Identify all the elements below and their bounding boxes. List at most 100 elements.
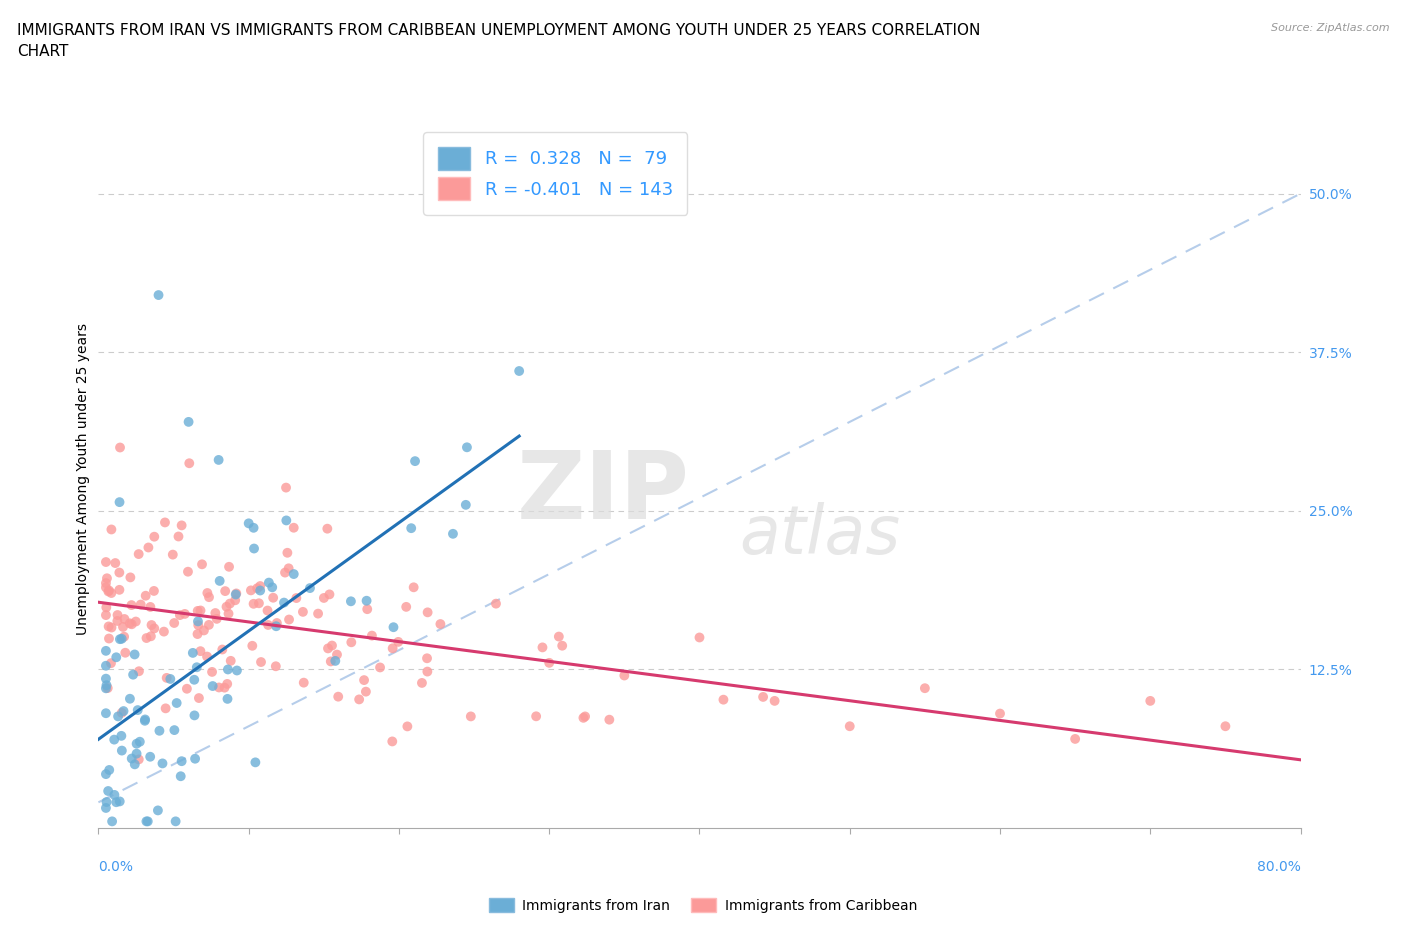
Point [988, 706, 1011, 721]
Point [246, 581, 269, 596]
Point [170, 769, 193, 784]
Point [242, 596, 264, 611]
Point [356, 593, 378, 608]
Point [139, 600, 162, 615]
Point [127, 703, 149, 718]
Point [94, 658, 117, 673]
Point [184, 751, 207, 766]
Point [713, 692, 735, 707]
Point [340, 635, 363, 650]
Point [208, 453, 231, 468]
Point [276, 513, 298, 528]
Point [170, 753, 193, 768]
Point [186, 627, 208, 642]
Point [143, 529, 166, 544]
Point [183, 672, 205, 687]
Point [94, 766, 117, 781]
Point [124, 757, 146, 772]
Point [283, 520, 305, 535]
Point [250, 655, 273, 670]
Point [142, 583, 165, 598]
Point [193, 623, 215, 638]
Point [262, 580, 284, 595]
Point [181, 645, 204, 660]
Point [226, 663, 249, 678]
Point [179, 456, 201, 471]
Point [195, 649, 218, 664]
Point [128, 752, 150, 767]
Point [98, 763, 121, 777]
Point [105, 614, 128, 629]
Legend: Immigrants from Iran, Immigrants from Caribbean: Immigrants from Iran, Immigrants from Ca… [484, 893, 922, 919]
Point [298, 580, 321, 595]
Point [94, 580, 117, 595]
Point [94, 554, 117, 569]
Point [94, 644, 117, 658]
Point [141, 618, 163, 632]
Point [121, 598, 143, 613]
Point [262, 591, 284, 605]
Point [176, 682, 198, 697]
Point [135, 814, 157, 829]
Point [243, 541, 266, 556]
Point [135, 631, 157, 645]
Point [163, 616, 186, 631]
Point [124, 647, 146, 662]
Point [190, 644, 212, 658]
Text: 80.0%: 80.0% [1257, 860, 1301, 874]
Point [100, 620, 122, 635]
Point [190, 603, 212, 618]
Text: IMMIGRANTS FROM IRAN VS IMMIGRANTS FROM CARIBBEAN UNEMPLOYMENT AMONG YOUTH UNDER: IMMIGRANTS FROM IRAN VS IMMIGRANTS FROM … [17, 23, 980, 60]
Point [224, 592, 246, 607]
Point [273, 595, 295, 610]
Point [114, 645, 136, 660]
Point [94, 681, 117, 696]
Point [266, 616, 288, 631]
Point [316, 641, 339, 656]
Point [217, 676, 239, 691]
Point [323, 654, 346, 669]
Point [97, 784, 120, 799]
Point [688, 630, 710, 644]
Point [98, 631, 121, 646]
Point [100, 586, 122, 601]
Point [238, 516, 260, 531]
Point [94, 607, 117, 622]
Point [198, 590, 221, 604]
Point [96, 600, 118, 615]
Point [217, 691, 239, 706]
Point [441, 526, 464, 541]
Text: Source: ZipAtlas.com: Source: ZipAtlas.com [1271, 23, 1389, 33]
Point [114, 612, 136, 627]
Point [98, 583, 121, 598]
Point [508, 364, 530, 379]
Point [97, 584, 120, 599]
Point [382, 619, 405, 634]
Point [208, 680, 231, 695]
Point [143, 621, 166, 636]
Point [416, 664, 439, 679]
Point [177, 565, 200, 579]
Text: atlas: atlas [740, 502, 900, 567]
Point [108, 440, 131, 455]
Point [125, 614, 148, 629]
Point [111, 743, 134, 758]
Point [139, 750, 162, 764]
Point [128, 547, 150, 562]
Point [136, 814, 159, 829]
Point [169, 607, 191, 622]
Point [416, 604, 439, 619]
Point [111, 619, 134, 634]
Point [112, 704, 135, 719]
Point [285, 591, 308, 605]
Point [96, 571, 118, 586]
Point [108, 495, 131, 510]
Point [108, 794, 131, 809]
Point [399, 521, 422, 536]
Point [454, 498, 477, 512]
Point [112, 630, 135, 644]
Point [122, 667, 145, 682]
Point [165, 814, 187, 829]
Point [387, 634, 409, 649]
Point [340, 594, 363, 609]
